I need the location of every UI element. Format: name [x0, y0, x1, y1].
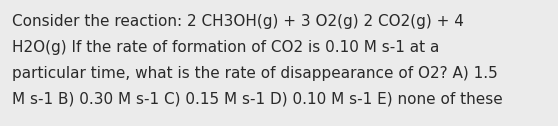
Text: H2O(g) If the rate of formation of CO2 is 0.10 M s-1 at a: H2O(g) If the rate of formation of CO2 i…	[12, 40, 439, 55]
Text: particular time, what is the rate of disappearance of O2? A) 1.5: particular time, what is the rate of dis…	[12, 66, 498, 81]
Text: Consider the reaction: 2 CH3OH(g) + 3 O2(g) 2 CO2(g) + 4: Consider the reaction: 2 CH3OH(g) + 3 O2…	[12, 14, 464, 29]
Text: M s-1 B) 0.30 M s-1 C) 0.15 M s-1 D) 0.10 M s-1 E) none of these: M s-1 B) 0.30 M s-1 C) 0.15 M s-1 D) 0.1…	[12, 92, 503, 107]
